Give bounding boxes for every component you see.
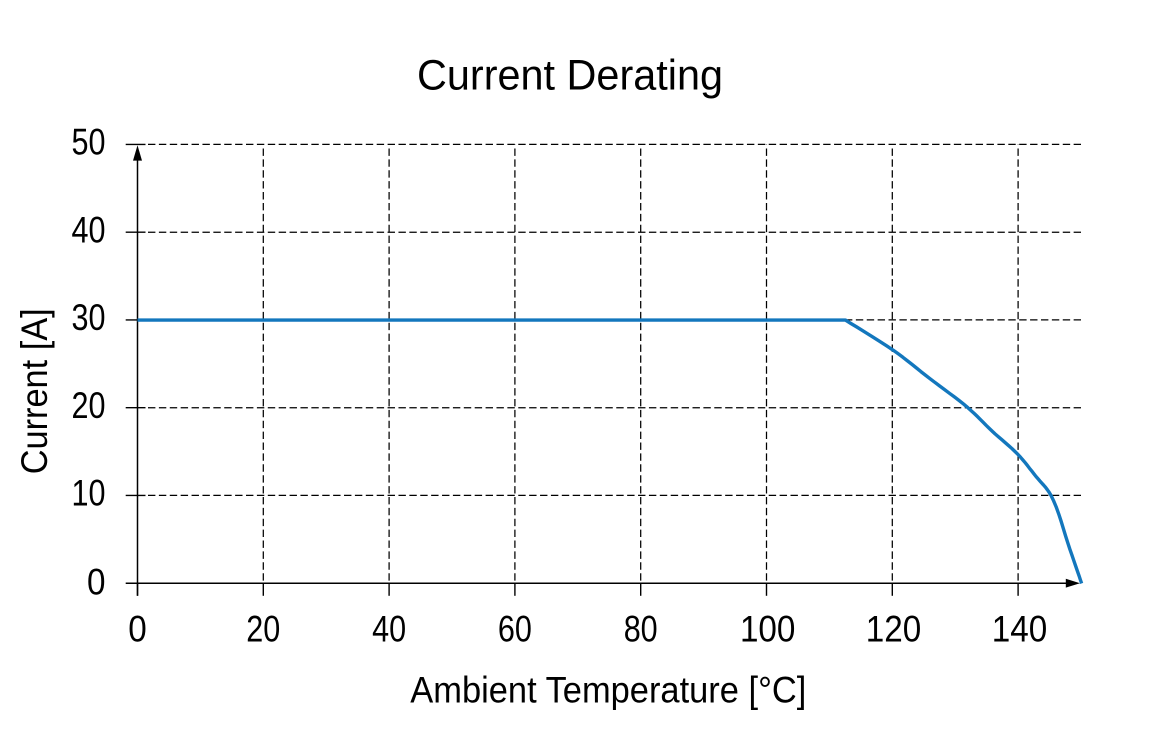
- svg-text:Ambient Temperature [°C]: Ambient Temperature [°C]: [410, 670, 806, 711]
- svg-text:30: 30: [72, 296, 106, 338]
- svg-text:0: 0: [87, 560, 106, 602]
- svg-text:140: 140: [992, 608, 1048, 650]
- svg-text:10: 10: [72, 472, 106, 514]
- svg-text:40: 40: [372, 608, 406, 650]
- svg-text:Current Derating: Current Derating: [417, 52, 723, 100]
- svg-text:80: 80: [624, 608, 658, 650]
- svg-text:120: 120: [866, 608, 922, 650]
- svg-text:0: 0: [128, 608, 147, 650]
- svg-text:50: 50: [72, 121, 106, 163]
- svg-text:20: 20: [246, 608, 280, 650]
- svg-text:60: 60: [498, 608, 532, 650]
- svg-text:40: 40: [72, 209, 106, 251]
- svg-text:20: 20: [72, 384, 106, 426]
- svg-text:Current [A]: Current [A]: [14, 308, 55, 474]
- svg-text:100: 100: [740, 608, 796, 650]
